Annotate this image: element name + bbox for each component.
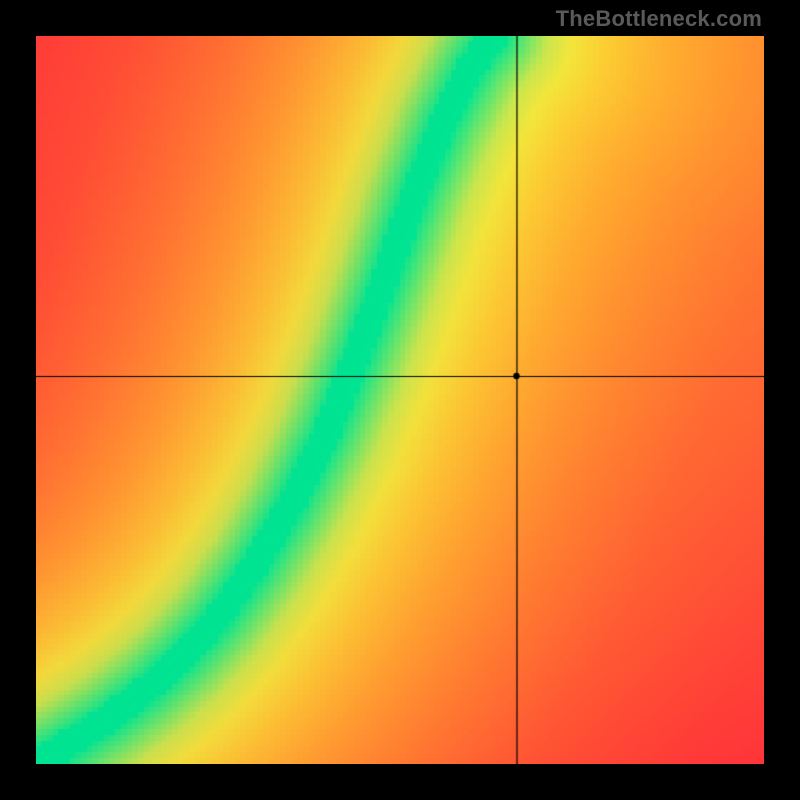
chart-container: TheBottleneck.com <box>0 0 800 800</box>
watermark-text: TheBottleneck.com <box>556 6 762 32</box>
heatmap-canvas <box>36 36 764 764</box>
